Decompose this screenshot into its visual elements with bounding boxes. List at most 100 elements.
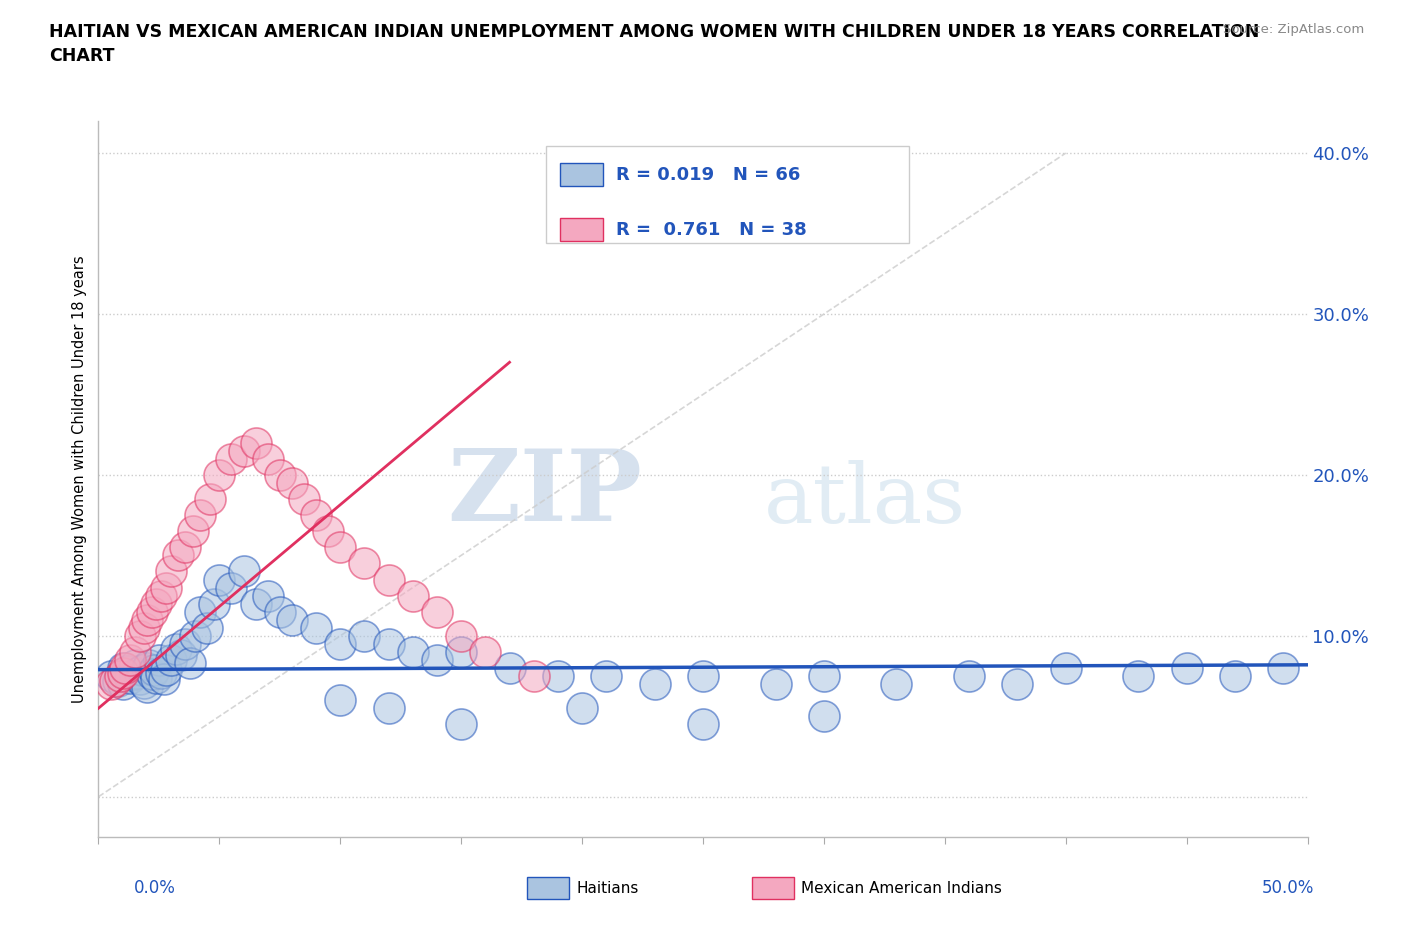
Point: [1128, 669, 1150, 684]
Point: [765, 677, 787, 692]
Point: [692, 669, 714, 684]
Point: [232, 444, 254, 458]
Point: [450, 644, 472, 659]
Point: [167, 548, 190, 563]
Text: 0.0%: 0.0%: [134, 879, 176, 897]
Point: [124, 644, 146, 659]
Point: [305, 508, 328, 523]
Point: [813, 709, 835, 724]
Point: [179, 656, 201, 671]
Point: [128, 629, 150, 644]
Point: [160, 564, 183, 578]
Point: [523, 669, 546, 684]
Point: [426, 604, 449, 619]
Text: atlas: atlas: [763, 460, 966, 540]
Point: [134, 675, 156, 690]
Text: Haitians: Haitians: [576, 881, 638, 896]
Point: [377, 636, 399, 651]
Point: [292, 492, 315, 507]
Point: [155, 662, 177, 677]
Point: [221, 451, 243, 466]
Point: [402, 588, 425, 603]
Point: [134, 620, 156, 635]
Point: [1272, 660, 1295, 675]
Point: [118, 671, 141, 685]
Point: [377, 572, 399, 587]
Point: [1007, 677, 1029, 692]
Point: [256, 588, 278, 603]
Point: [174, 540, 197, 555]
Text: ZIP: ZIP: [447, 445, 643, 542]
Point: [329, 693, 352, 708]
Point: [269, 604, 291, 619]
Point: [141, 604, 163, 619]
Point: [450, 717, 472, 732]
Point: [181, 524, 204, 538]
Point: [692, 717, 714, 732]
Point: [131, 662, 153, 677]
Point: [305, 620, 328, 635]
Y-axis label: Unemployment Among Women with Children Under 18 years: Unemployment Among Women with Children U…: [72, 255, 87, 703]
Point: [957, 669, 980, 684]
Point: [188, 508, 211, 523]
Point: [474, 644, 496, 659]
Point: [107, 673, 129, 688]
Point: [117, 664, 139, 679]
Point: [353, 556, 375, 571]
Point: [145, 596, 167, 611]
Point: [100, 669, 122, 684]
Text: 50.0%: 50.0%: [1263, 879, 1315, 897]
Point: [135, 612, 157, 627]
Text: R = 0.019   N = 66: R = 0.019 N = 66: [616, 166, 800, 183]
Point: [221, 580, 243, 595]
Point: [644, 677, 666, 692]
Point: [174, 636, 197, 651]
Point: [402, 644, 425, 659]
FancyBboxPatch shape: [561, 219, 603, 241]
Point: [118, 653, 141, 668]
Point: [169, 647, 191, 662]
Point: [155, 580, 177, 595]
Point: [426, 653, 449, 668]
FancyBboxPatch shape: [546, 146, 908, 243]
Point: [100, 677, 122, 692]
Point: [143, 662, 166, 677]
Point: [269, 468, 291, 483]
Point: [135, 680, 157, 695]
Point: [232, 564, 254, 578]
Point: [111, 666, 134, 681]
Text: Source: ZipAtlas.com: Source: ZipAtlas.com: [1223, 23, 1364, 36]
Point: [165, 642, 187, 657]
Point: [1223, 669, 1246, 684]
Point: [281, 612, 304, 627]
Point: [111, 660, 134, 675]
Point: [124, 658, 146, 672]
Point: [111, 677, 134, 692]
Point: [138, 658, 160, 672]
Point: [1054, 660, 1077, 675]
Point: [571, 701, 593, 716]
Point: [316, 524, 339, 538]
Point: [353, 629, 375, 644]
Point: [208, 572, 231, 587]
Point: [145, 671, 167, 685]
FancyBboxPatch shape: [561, 163, 603, 186]
Point: [114, 660, 136, 675]
Point: [152, 671, 174, 686]
Text: HAITIAN VS MEXICAN AMERICAN INDIAN UNEMPLOYMENT AMONG WOMEN WITH CHILDREN UNDER : HAITIAN VS MEXICAN AMERICAN INDIAN UNEMP…: [49, 23, 1260, 65]
Point: [377, 701, 399, 716]
Point: [329, 540, 352, 555]
Point: [204, 596, 226, 611]
Point: [150, 588, 173, 603]
Point: [160, 653, 183, 668]
Point: [547, 669, 569, 684]
Point: [188, 604, 211, 619]
Point: [245, 596, 267, 611]
Point: [208, 468, 231, 483]
Point: [135, 660, 157, 675]
Point: [127, 666, 149, 681]
Point: [150, 666, 173, 681]
Point: [198, 492, 221, 507]
Point: [595, 669, 617, 684]
Point: [498, 660, 520, 675]
